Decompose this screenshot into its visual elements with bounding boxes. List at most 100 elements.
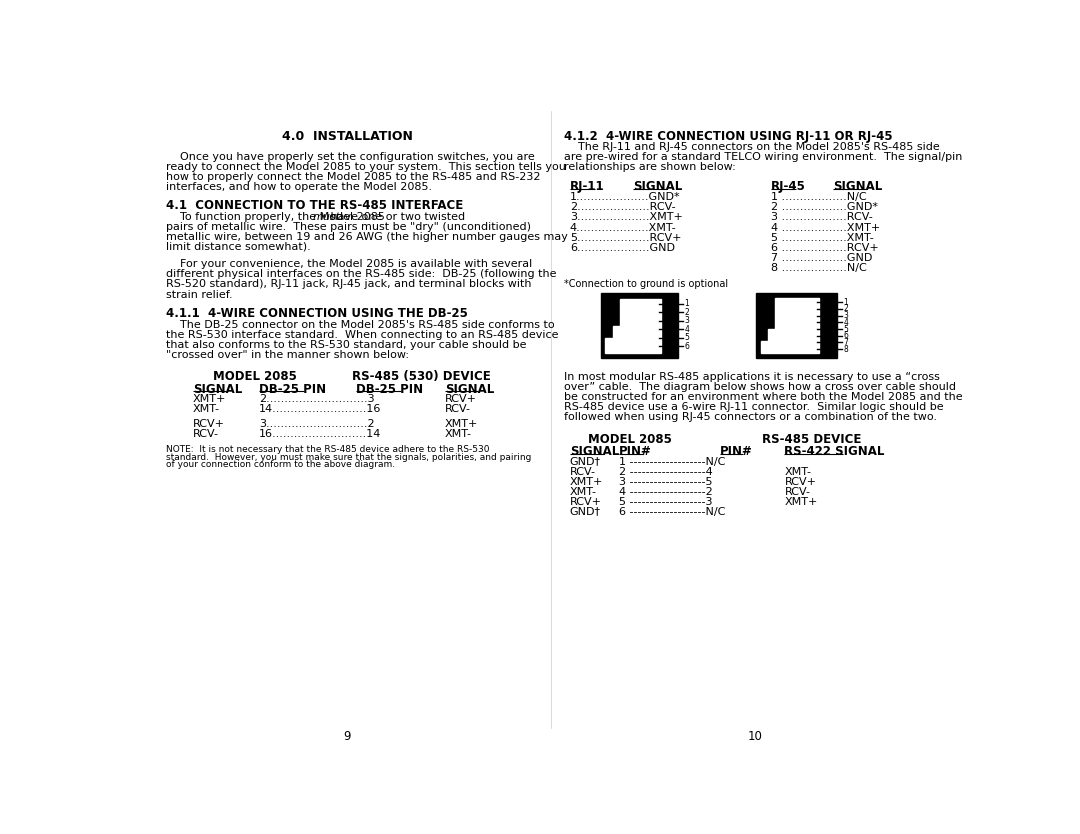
Text: MODEL 2085: MODEL 2085 xyxy=(588,433,672,445)
Text: 8: 8 xyxy=(843,344,848,354)
Text: XMT+: XMT+ xyxy=(445,419,478,429)
Text: have one or two twisted: have one or two twisted xyxy=(327,212,465,222)
Bar xyxy=(600,293,678,358)
Text: RJ-11: RJ-11 xyxy=(570,180,605,193)
Text: 1 ..................N/C: 1 ..................N/C xyxy=(771,193,867,203)
Text: 2............................3: 2............................3 xyxy=(259,394,375,404)
Text: be constructed for an environment where both the Model 2085 and the: be constructed for an environment where … xyxy=(564,392,962,402)
Text: 6: 6 xyxy=(685,342,689,351)
Text: "crossed over" in the manner shown below:: "crossed over" in the manner shown below… xyxy=(166,349,409,359)
Text: XMT+: XMT+ xyxy=(784,496,818,506)
Text: 5: 5 xyxy=(685,334,689,343)
Text: 2: 2 xyxy=(843,304,848,314)
Text: XMT+: XMT+ xyxy=(193,394,227,404)
Text: 10: 10 xyxy=(748,730,762,743)
Text: interfaces, and how to operate the Model 2085.: interfaces, and how to operate the Model… xyxy=(166,182,432,192)
Text: RCV-: RCV- xyxy=(784,486,810,496)
Text: 4....................XMT-: 4....................XMT- xyxy=(570,223,676,233)
Text: 6....................GND: 6....................GND xyxy=(570,243,675,253)
Text: relationships are shown below:: relationships are shown below: xyxy=(564,163,735,173)
Text: of your connection conform to the above diagram.: of your connection conform to the above … xyxy=(166,460,395,470)
Text: 7: 7 xyxy=(843,338,848,347)
Text: MODEL 2085: MODEL 2085 xyxy=(213,370,297,384)
Text: 1: 1 xyxy=(843,298,848,307)
Text: RCV-: RCV- xyxy=(570,466,596,476)
Text: RJ-45: RJ-45 xyxy=(771,180,806,193)
Polygon shape xyxy=(760,299,820,354)
Text: XMT-: XMT- xyxy=(445,429,472,439)
Text: *Connection to ground is optional: *Connection to ground is optional xyxy=(564,279,728,289)
Text: 3....................XMT+: 3....................XMT+ xyxy=(570,213,683,223)
Text: RS-422 SIGNAL: RS-422 SIGNAL xyxy=(784,445,885,458)
Text: DB-25 PIN: DB-25 PIN xyxy=(356,383,423,395)
Text: XMT-: XMT- xyxy=(570,486,597,496)
Text: 3............................2: 3............................2 xyxy=(259,419,375,429)
Text: For your convenience, the Model 2085 is available with several: For your convenience, the Model 2085 is … xyxy=(166,259,532,269)
Text: are pre-wired for a standard TELCO wiring environment.  The signal/pin: are pre-wired for a standard TELCO wirin… xyxy=(564,153,962,163)
Text: ready to connect the Model 2085 to your system.  This section tells you: ready to connect the Model 2085 to your … xyxy=(166,162,566,172)
Text: 6 -------------------N/C: 6 -------------------N/C xyxy=(619,506,726,516)
Text: The RJ-11 and RJ-45 connectors on the Model 2085's RS-485 side: The RJ-11 and RJ-45 connectors on the Mo… xyxy=(564,143,940,153)
Text: RCV-: RCV- xyxy=(445,404,471,414)
Polygon shape xyxy=(606,299,661,353)
Text: PIN#: PIN# xyxy=(619,445,652,458)
Text: 5: 5 xyxy=(843,324,848,334)
Text: SIGNAL: SIGNAL xyxy=(834,180,882,193)
Text: limit distance somewhat).: limit distance somewhat). xyxy=(166,242,311,252)
Text: standard.  However, you must make sure that the signals, polarities, and pairing: standard. However, you must make sure th… xyxy=(166,453,531,462)
Text: over” cable.  The diagram below shows how a cross over cable should: over” cable. The diagram below shows how… xyxy=(564,382,956,392)
Text: 4 -------------------2: 4 -------------------2 xyxy=(619,486,713,496)
Text: Once you have properly set the configuration switches, you are: Once you have properly set the configura… xyxy=(166,152,535,162)
Text: 2: 2 xyxy=(685,308,689,317)
Text: To function properly, the Model 2085: To function properly, the Model 2085 xyxy=(166,212,389,222)
Text: 4: 4 xyxy=(685,325,689,334)
Text: 2....................RCV-: 2....................RCV- xyxy=(570,203,675,213)
Text: how to properly connect the Model 2085 to the RS-485 and RS-232: how to properly connect the Model 2085 t… xyxy=(166,172,540,182)
Text: SIGNAL: SIGNAL xyxy=(445,383,495,395)
Text: must: must xyxy=(313,212,341,222)
Text: 3: 3 xyxy=(843,311,848,320)
Text: 3 ..................RCV-: 3 ..................RCV- xyxy=(771,213,873,223)
Text: RCV+: RCV+ xyxy=(784,476,816,486)
Text: 4 ..................XMT+: 4 ..................XMT+ xyxy=(771,223,880,233)
Text: 4.1  CONNECTION TO THE RS-485 INTERFACE: 4.1 CONNECTION TO THE RS-485 INTERFACE xyxy=(166,199,463,213)
Text: pairs of metallic wire.  These pairs must be "dry" (unconditioned): pairs of metallic wire. These pairs must… xyxy=(166,222,531,232)
Text: PIN#: PIN# xyxy=(720,445,753,458)
Text: 4: 4 xyxy=(843,318,848,327)
Text: XMT-: XMT- xyxy=(193,404,220,414)
Text: 6 ..................RCV+: 6 ..................RCV+ xyxy=(771,243,879,253)
Text: In most modular RS-485 applications it is necessary to use a “cross: In most modular RS-485 applications it i… xyxy=(564,372,940,382)
Text: SIGNAL: SIGNAL xyxy=(570,445,619,458)
Text: RCV-: RCV- xyxy=(193,429,219,439)
Text: 4.1.2  4-WIRE CONNECTION USING RJ-11 OR RJ-45: 4.1.2 4-WIRE CONNECTION USING RJ-11 OR R… xyxy=(564,130,892,143)
Text: 4.1.1  4-WIRE CONNECTION USING THE DB-25: 4.1.1 4-WIRE CONNECTION USING THE DB-25 xyxy=(166,307,468,320)
Text: 14..........................16: 14..........................16 xyxy=(259,404,381,414)
Text: SIGNAL: SIGNAL xyxy=(193,383,242,395)
Text: 8 ..................N/C: 8 ..................N/C xyxy=(771,263,867,273)
Text: followed when using RJ-45 connectors or a combination of the two.: followed when using RJ-45 connectors or … xyxy=(564,412,936,422)
Text: that also conforms to the RS-530 standard, your cable should be: that also conforms to the RS-530 standar… xyxy=(166,339,527,349)
Text: DB-25 PIN: DB-25 PIN xyxy=(259,383,326,395)
Text: 5....................RCV+: 5....................RCV+ xyxy=(570,233,681,243)
Text: 4.0  INSTALLATION: 4.0 INSTALLATION xyxy=(282,130,413,143)
Text: 3: 3 xyxy=(685,316,689,325)
Text: 9: 9 xyxy=(343,730,351,743)
Text: 6: 6 xyxy=(843,331,848,340)
Text: strain relief.: strain relief. xyxy=(166,289,232,299)
Text: RCV+: RCV+ xyxy=(570,496,602,506)
Text: RCV+: RCV+ xyxy=(193,419,225,429)
Text: RS-520 standard), RJ-11 jack, RJ-45 jack, and terminal blocks with: RS-520 standard), RJ-11 jack, RJ-45 jack… xyxy=(166,279,531,289)
Text: GND†: GND† xyxy=(570,456,600,466)
Text: XMT+: XMT+ xyxy=(570,476,603,486)
Text: XMT-: XMT- xyxy=(784,466,811,476)
Text: metallic wire, between 19 and 26 AWG (the higher number gauges may: metallic wire, between 19 and 26 AWG (th… xyxy=(166,232,568,242)
Text: 2 ..................GND*: 2 ..................GND* xyxy=(771,203,878,213)
Text: NOTE:  It is not necessary that the RS-485 device adhere to the RS-530: NOTE: It is not necessary that the RS-48… xyxy=(166,445,489,454)
Text: 1: 1 xyxy=(685,299,689,309)
Text: 2 -------------------4: 2 -------------------4 xyxy=(619,466,713,476)
Text: 1 -------------------N/C: 1 -------------------N/C xyxy=(619,456,726,466)
Text: 5 ..................XMT-: 5 ..................XMT- xyxy=(771,233,874,243)
Text: 3 -------------------5: 3 -------------------5 xyxy=(619,476,713,486)
Text: different physical interfaces on the RS-485 side:  DB-25 (following the: different physical interfaces on the RS-… xyxy=(166,269,556,279)
Text: the RS-530 interface standard.  When connecting to an RS-485 device: the RS-530 interface standard. When conn… xyxy=(166,329,558,339)
